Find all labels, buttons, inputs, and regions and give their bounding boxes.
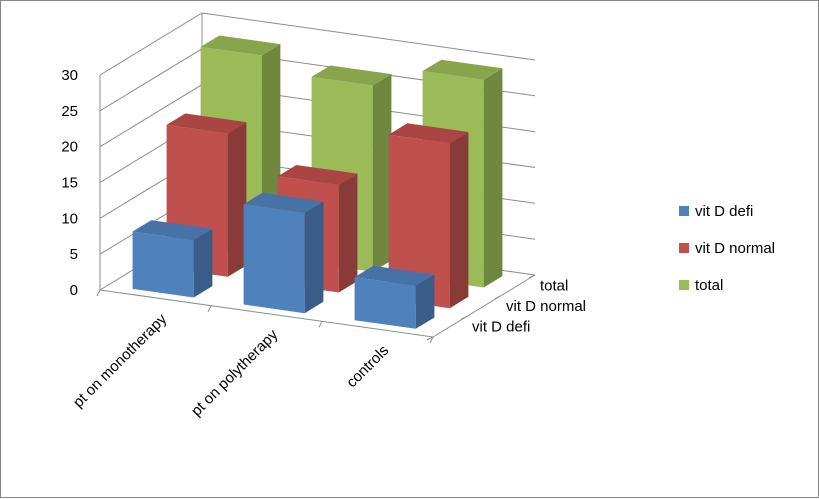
- y-tick-label: 10: [61, 210, 78, 227]
- z-category-label: total: [540, 277, 568, 294]
- bar-top-face: [388, 123, 469, 144]
- z-tick-mark: [528, 274, 536, 279]
- legend-swatch: [679, 243, 689, 253]
- legend-label: vit D defi: [695, 203, 753, 220]
- y-axis-ticks: 0 5 10 15 20 25 30: [61, 67, 78, 299]
- y-tick-label: 15: [61, 175, 78, 192]
- z-tick-mark: [494, 295, 502, 300]
- bar-vit-d-defi: [132, 220, 213, 298]
- legend-label: total: [695, 277, 723, 294]
- bar-side-face: [415, 274, 435, 329]
- x-category-label: pt on monotherapy: [70, 310, 171, 411]
- x-category-label: pt on polytherapy: [188, 326, 282, 420]
- bar-top-face: [354, 265, 435, 286]
- x-tick-mark: [207, 305, 212, 312]
- x-tick-mark: [429, 336, 434, 344]
- y-tick-label: 5: [70, 246, 78, 263]
- bar-side-face: [372, 74, 392, 272]
- bar-side-face: [449, 132, 469, 309]
- legend: vit D defi vit D normal total: [679, 203, 775, 294]
- bars: [132, 35, 503, 329]
- bar-front-face: [132, 231, 194, 298]
- bar-top-face: [200, 35, 281, 56]
- x-axis-categories: pt on monotherapy pt on polytherapy contro…: [70, 310, 392, 419]
- bar-top-face: [166, 113, 247, 134]
- bar-side-face: [304, 201, 324, 314]
- bar-top-face: [132, 220, 213, 241]
- x-category-label: controls: [343, 342, 392, 391]
- bar-top-face: [422, 59, 503, 80]
- bar-front-face: [243, 204, 305, 314]
- bar-side-face: [338, 173, 358, 293]
- bar-top-face: [243, 192, 324, 213]
- y-tick-label: 20: [61, 139, 78, 156]
- legend-swatch: [679, 206, 689, 216]
- y-tick-label: 0: [70, 282, 78, 299]
- bar-vit-d-defi: [243, 192, 324, 314]
- bar-top-face: [277, 165, 358, 185]
- legend-label: vit D normal: [695, 240, 775, 257]
- x-tick-mark: [96, 289, 101, 297]
- y-tick-label: 30: [61, 67, 78, 84]
- z-tick-mark: [426, 336, 434, 341]
- bar-vit-d-normal: [388, 123, 469, 309]
- y-tick-label: 25: [61, 103, 78, 120]
- bar-front-face: [354, 277, 416, 329]
- x-tick-mark: [318, 321, 323, 328]
- z-category-label: vit D normal: [506, 298, 586, 315]
- bar-side-face: [483, 68, 503, 288]
- bar-top-face: [311, 65, 392, 86]
- legend-swatch: [679, 280, 689, 290]
- depth-axis-categories: vit D defi vit D normal total: [472, 277, 586, 335]
- bar-front-face: [388, 134, 450, 309]
- bar-side-face: [193, 228, 213, 298]
- z-category-label: vit D defi: [472, 319, 530, 336]
- z-tick-mark: [460, 315, 468, 320]
- bar-side-face: [227, 122, 247, 277]
- bar-vit-d-defi: [354, 265, 435, 329]
